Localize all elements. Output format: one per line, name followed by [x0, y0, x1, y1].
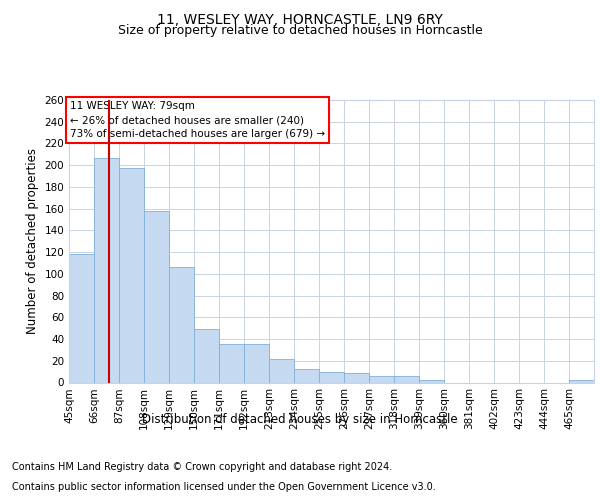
- Bar: [194, 330, 219, 382]
- Y-axis label: Number of detached properties: Number of detached properties: [26, 148, 39, 334]
- Text: Contains HM Land Registry data © Crown copyright and database right 2024.: Contains HM Land Registry data © Crown c…: [12, 462, 392, 472]
- Text: 11 WESLEY WAY: 79sqm
← 26% of detached houses are smaller (240)
73% of semi-deta: 11 WESLEY WAY: 79sqm ← 26% of detached h…: [70, 101, 325, 139]
- Bar: [119, 168, 144, 382]
- Bar: [569, 380, 594, 382]
- Bar: [94, 158, 119, 382]
- Bar: [394, 376, 419, 382]
- Text: Contains public sector information licensed under the Open Government Licence v3: Contains public sector information licen…: [12, 482, 436, 492]
- Text: Size of property relative to detached houses in Horncastle: Size of property relative to detached ho…: [118, 24, 482, 37]
- Bar: [144, 211, 169, 382]
- Bar: [344, 372, 369, 382]
- Text: 11, WESLEY WAY, HORNCASTLE, LN9 6RY: 11, WESLEY WAY, HORNCASTLE, LN9 6RY: [157, 12, 443, 26]
- Text: Distribution of detached houses by size in Horncastle: Distribution of detached houses by size …: [142, 412, 458, 426]
- Bar: [419, 380, 444, 382]
- Bar: [369, 376, 394, 382]
- Bar: [319, 372, 344, 382]
- Bar: [69, 254, 94, 382]
- Bar: [219, 344, 244, 383]
- Bar: [269, 358, 294, 382]
- Bar: [169, 268, 194, 382]
- Bar: [244, 344, 269, 383]
- Bar: [294, 370, 319, 382]
